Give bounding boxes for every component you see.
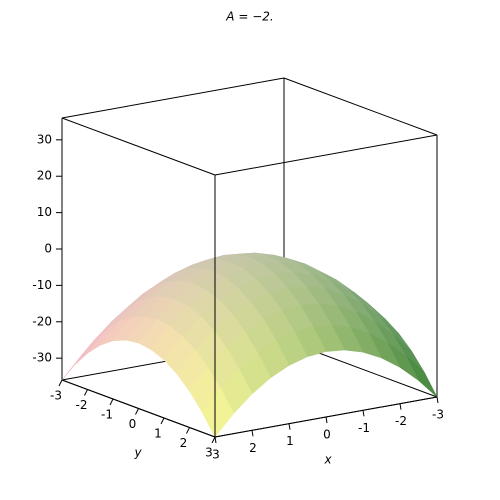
z-tick-label: 0	[44, 242, 52, 256]
y-tick-label: -3	[50, 389, 62, 403]
z-tick-label: -30	[32, 351, 52, 365]
x-tick	[214, 436, 217, 444]
z-tick-label: -10	[32, 278, 52, 292]
x-axis-label: x	[323, 453, 332, 467]
surface-patch	[74, 329, 107, 365]
box-edge	[61, 117, 216, 176]
y-tick-label: 2	[180, 436, 188, 450]
x-tick	[399, 403, 402, 410]
box-edge	[214, 134, 438, 176]
z-tick-label: 10	[37, 205, 52, 219]
y-tick-label: 1	[154, 427, 162, 441]
x-tick	[362, 410, 365, 417]
y-tick-label: -2	[76, 398, 88, 412]
y-axis-label: y	[133, 446, 142, 460]
x-tick	[436, 396, 439, 404]
y-tick	[84, 389, 88, 396]
x-tick-label: 2	[249, 441, 257, 455]
y-tick-label: -1	[101, 408, 113, 422]
z-tick-label: 30	[37, 132, 52, 146]
x-tick	[325, 416, 328, 424]
x-tick-label: 1	[286, 434, 294, 448]
chart-title: A = −2.	[225, 10, 273, 24]
y-tick	[160, 417, 165, 425]
y-tick-label: 0	[129, 417, 137, 431]
x-tick-label: -1	[358, 421, 370, 435]
x-tick	[288, 423, 291, 430]
y-tick	[109, 398, 114, 406]
y-tick	[135, 408, 139, 415]
x-tick-label: -2	[395, 414, 407, 428]
y-tick	[211, 436, 216, 444]
x-tick	[251, 430, 254, 437]
x-tick-label: 0	[323, 428, 331, 442]
y-tick	[186, 427, 190, 434]
z-tick-label: 20	[37, 169, 52, 183]
y-tick	[58, 379, 63, 387]
y-tick-label: 3	[205, 446, 213, 460]
box-edge	[61, 77, 285, 119]
z-tick-label: -20	[32, 314, 52, 328]
x-tick-label: 3	[212, 448, 220, 462]
box-edge	[283, 77, 438, 136]
x-tick-label: -3	[432, 408, 444, 422]
